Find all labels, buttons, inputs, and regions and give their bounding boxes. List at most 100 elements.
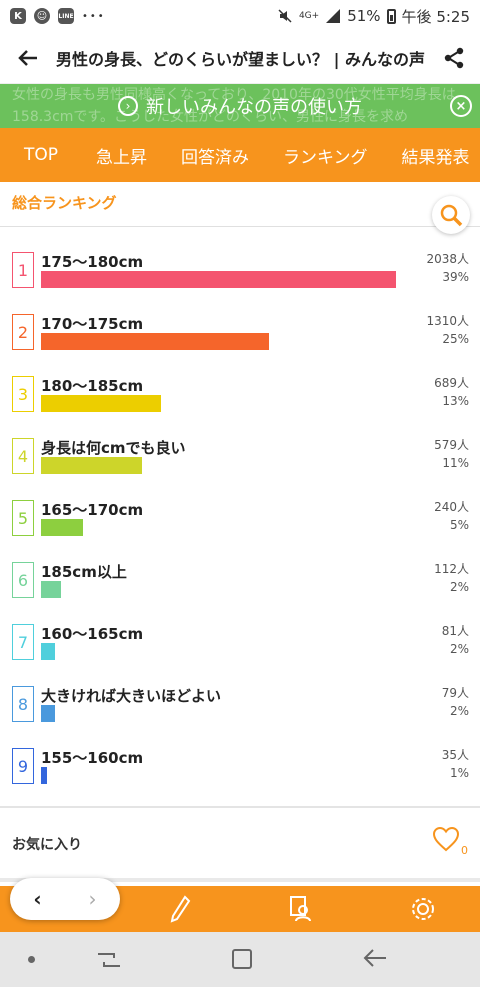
- favorite-count: 0: [461, 844, 468, 857]
- share-icon: [444, 47, 464, 68]
- vote-count: 1310人: [426, 314, 469, 328]
- rank-number-badge: 7: [12, 624, 34, 660]
- network-type: 4G+: [298, 10, 320, 21]
- rank-number-badge: 9: [12, 748, 34, 784]
- rank-label: 185cm以上: [41, 563, 127, 581]
- settings-button[interactable]: [408, 894, 438, 924]
- profile-card-icon: [290, 896, 311, 922]
- help-banner[interactable]: 女性の身長も男性同様高くなっており、2010年の30代女性平均身長は 158.3…: [0, 84, 480, 128]
- recent-apps-icon[interactable]: [96, 948, 122, 972]
- ranking-list: 1 175〜180cm 2038人 39% 2 170〜175cm 1310人 25% 3 180…: [0, 248, 480, 806]
- status-bar: K ☺ LINE ••• 4G+ 51% 午後 5:25: [0, 0, 480, 32]
- favorite-row: お気に入り 0: [0, 808, 480, 878]
- system-navigation-bar: [0, 932, 480, 987]
- vote-bar: [41, 581, 61, 598]
- ranking-item[interactable]: 3 180〜185cm 689人 13%: [0, 372, 480, 434]
- rank-label: 165〜170cm: [41, 501, 144, 519]
- search-button[interactable]: [432, 196, 470, 234]
- gear-icon: [412, 898, 434, 920]
- profile-button[interactable]: [286, 894, 316, 924]
- rank-label: 175〜180cm: [41, 253, 144, 271]
- nav-tabs: TOP 急上昇 回答済み ランキング 結果発表: [0, 128, 480, 182]
- vote-count: 240人: [434, 500, 469, 514]
- vote-bar: [41, 519, 83, 536]
- section-title: 総合ランキング: [12, 194, 117, 212]
- banner-text: 新しいみんなの声の使い方: [146, 97, 362, 118]
- ranking-section-header: 総合ランキング: [0, 182, 480, 234]
- rank-number-badge: 8: [12, 686, 34, 722]
- vote-count: 689人: [434, 376, 469, 390]
- battery-percent: 51%: [347, 7, 381, 25]
- vote-percent: 25%: [442, 332, 469, 346]
- app-k-icon: K: [10, 8, 26, 24]
- rank-number-badge: 5: [12, 500, 34, 536]
- tab-results[interactable]: 結果発表: [401, 147, 470, 168]
- assistant-dot-icon[interactable]: [28, 956, 35, 963]
- ranking-item[interactable]: 4 身長は何cmでも良い 579人 11%: [0, 434, 480, 496]
- vote-percent: 13%: [442, 394, 469, 408]
- ranking-item[interactable]: 9 155〜160cm 35人 1%: [0, 744, 480, 806]
- rank-number-badge: 3: [12, 376, 34, 412]
- mute-icon: [278, 9, 292, 23]
- vote-count: 79人: [441, 686, 469, 700]
- line-app-icon: LINE: [58, 8, 74, 24]
- vote-count: 2038人: [426, 252, 469, 266]
- rank-label: 180〜185cm: [41, 377, 144, 395]
- vote-count: 112人: [434, 562, 469, 576]
- rank-label: 身長は何cmでも良い: [41, 439, 186, 457]
- rank-label: 155〜160cm: [41, 749, 144, 767]
- vote-bar: [41, 333, 269, 350]
- write-button[interactable]: [165, 894, 195, 924]
- vote-bar: [41, 643, 55, 660]
- home-button[interactable]: [232, 949, 252, 969]
- rank-number-badge: 2: [12, 314, 34, 350]
- favorite-label: お気に入り: [12, 837, 82, 853]
- rank-number-badge: 6: [12, 562, 34, 598]
- chevron-right-icon: ›: [118, 96, 138, 116]
- prev-page-button[interactable]: ‹: [33, 887, 42, 911]
- vote-percent: 5%: [449, 518, 469, 532]
- ranking-item[interactable]: 6 185cm以上 112人 2%: [0, 558, 480, 620]
- share-button[interactable]: [428, 32, 480, 84]
- vote-count: 81人: [441, 624, 469, 638]
- search-icon: [440, 204, 463, 227]
- tab-top[interactable]: TOP: [24, 145, 59, 165]
- ranking-item[interactable]: 5 165〜170cm 240人 5%: [0, 496, 480, 558]
- divider: [0, 806, 480, 808]
- vote-bar: [41, 767, 47, 784]
- vote-bar: [41, 457, 142, 474]
- close-banner-button[interactable]: ×: [450, 95, 472, 117]
- ranking-item[interactable]: 1 175〜180cm 2038人 39%: [0, 248, 480, 310]
- vote-bar: [41, 271, 396, 288]
- pencil-icon: [170, 895, 191, 923]
- back-icon[interactable]: [362, 946, 388, 970]
- page-title: 男性の身長、どのくらいが望ましい？ | みんなの声: [56, 49, 425, 69]
- tab-ranking[interactable]: ランキング: [283, 147, 368, 168]
- signal-icon: [326, 9, 341, 23]
- heart-icon: [432, 826, 460, 852]
- vote-percent: 2%: [449, 580, 469, 594]
- divider: [0, 878, 480, 882]
- rank-label: 大きければ大きいほどよい: [41, 687, 222, 705]
- vote-percent: 2%: [449, 642, 469, 656]
- rank-number-badge: 1: [12, 252, 34, 288]
- ranking-item[interactable]: 8 大きければ大きいほどよい 79人 2%: [0, 682, 480, 744]
- arrow-left-icon: [18, 49, 37, 66]
- vote-count: 35人: [441, 748, 469, 762]
- clock: 午後 5:25: [401, 7, 470, 26]
- rank-number-badge: 4: [12, 438, 34, 474]
- vote-count: 579人: [434, 438, 469, 452]
- ranking-item[interactable]: 2 170〜175cm 1310人 25%: [0, 310, 480, 372]
- rank-label: 170〜175cm: [41, 315, 144, 333]
- vote-percent: 11%: [442, 456, 469, 470]
- vote-percent: 1%: [449, 766, 469, 780]
- tab-rising[interactable]: 急上昇: [96, 147, 148, 168]
- next-page-button[interactable]: ›: [88, 887, 97, 911]
- rank-label: 160〜165cm: [41, 625, 144, 643]
- tab-answered[interactable]: 回答済み: [181, 147, 250, 168]
- favorite-button[interactable]: [432, 826, 460, 856]
- back-button[interactable]: [0, 32, 56, 84]
- ranking-item[interactable]: 7 160〜165cm 81人 2%: [0, 620, 480, 682]
- app-header: 男性の身長、どのくらいが望ましい？ | みんなの声: [0, 32, 480, 84]
- more-notifications-icon: •••: [82, 10, 106, 22]
